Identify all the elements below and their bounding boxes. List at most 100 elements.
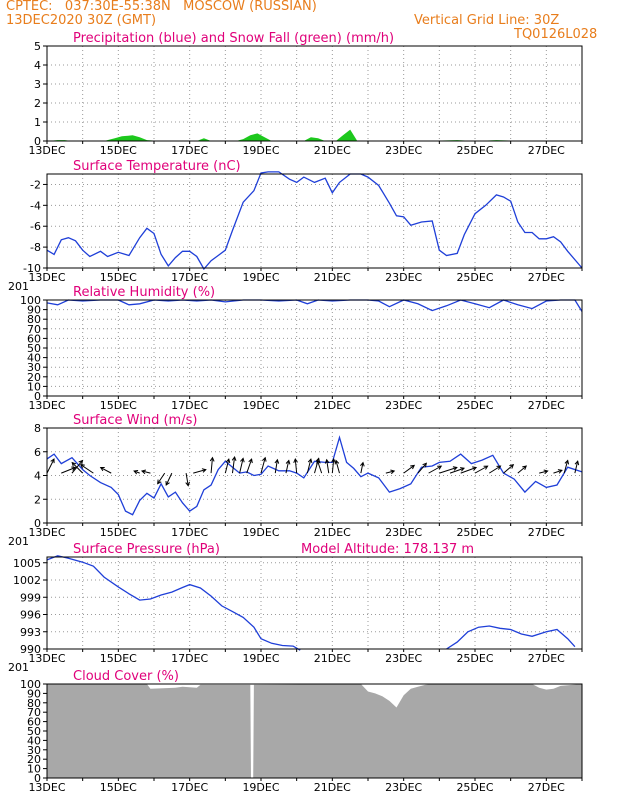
panel-3-xtick-label: 23DEC — [385, 399, 422, 412]
wind-vector — [460, 467, 477, 474]
wind-vector-head — [201, 468, 207, 473]
panel-5-frame — [46, 556, 583, 650]
wind-vector-head — [324, 458, 330, 464]
panel-3-title: Relative Humidity (%) — [73, 285, 215, 300]
panel-6-ytick-label: 0 — [34, 772, 41, 785]
panel-6-cloud-area — [47, 684, 582, 778]
panel-1-snow-area — [47, 129, 582, 141]
panel-3-ytick-label: 70 — [27, 323, 41, 336]
panel-4-ytick-label: 0 — [34, 517, 41, 530]
wind-vector — [316, 460, 323, 474]
wind-vector-head — [564, 459, 570, 465]
panel-5-pressure-line-2 — [446, 625, 576, 650]
wind-vector — [185, 473, 189, 486]
wind-vector — [239, 458, 244, 474]
panel-5-xtick-label: 15DEC — [100, 652, 137, 665]
panel-4-xtick-label: 21DEC — [314, 526, 351, 539]
panel-4-title: Surface Wind (m/s) — [73, 413, 197, 428]
header-station: CPTEC: 037:30E-55:38N MOSCOW (RUSSIAN) — [6, 0, 317, 14]
panel-6-ytick-label: 70 — [27, 706, 41, 719]
panel-1-ytick-label: 4 — [34, 59, 41, 72]
panel-3-ytick-label: 0 — [34, 390, 41, 403]
panel-2-xtick-label: 17DEC — [171, 271, 208, 284]
panel-4-ytick-label: 6 — [34, 446, 41, 459]
wind-vector — [326, 459, 330, 474]
panel-3-ytick-label: 40 — [27, 352, 41, 365]
wind-vector — [574, 461, 579, 474]
wind-vector-head — [574, 460, 580, 466]
wind-vector — [335, 460, 340, 474]
header-date: 13DEC2020 30Z (GMT) — [6, 13, 157, 28]
wind-vector — [71, 462, 84, 474]
wind-vector — [260, 457, 266, 474]
panel-5-xtick-label: 21DEC — [314, 652, 351, 665]
wind-vector-head — [315, 457, 321, 463]
panel-3-ytick-label: 30 — [27, 361, 41, 374]
wind-vector — [385, 470, 395, 474]
panel-4-xtick-label: 25DEC — [456, 526, 493, 539]
wind-vector-head — [543, 469, 549, 475]
panel-4-series-line — [46, 435, 583, 516]
wind-vector-head — [422, 462, 427, 468]
panel-1-xtick-label: 23DEC — [385, 144, 422, 157]
wind-vector-head — [496, 465, 502, 470]
wind-vector — [165, 472, 173, 486]
panel-3-ytick-label: 60 — [27, 332, 41, 345]
wind-vector — [449, 467, 465, 474]
panel-4-ytick-label: 2 — [34, 493, 41, 506]
panel-5-ytick-label: 996 — [20, 609, 41, 622]
wind-vector-head — [293, 458, 298, 463]
panel-6-xtick-label: 13DEC — [28, 781, 65, 794]
panel-5-year-fragment: 201 — [8, 661, 29, 674]
panel-5-xtick-label: 23DEC — [385, 652, 422, 665]
panel-1-ytick-label: 0 — [34, 135, 41, 148]
wind-vector — [563, 460, 569, 474]
wind-vector-head — [133, 470, 139, 475]
wind-vector — [100, 467, 112, 474]
panel-6-ytick-label: 60 — [27, 716, 41, 729]
wind-vector-head — [285, 459, 291, 465]
panel-6-title: Cloud Cover (%) — [73, 669, 179, 684]
wind-vector-head — [483, 465, 489, 470]
panel-5-xtick-label: 25DEC — [456, 652, 493, 665]
wind-vector — [360, 462, 364, 474]
wind-vector-head — [316, 459, 321, 465]
wind-vector — [331, 459, 335, 474]
panel-4-xtick-label: 17DEC — [171, 526, 208, 539]
panel-5-ytick-label: 1005 — [13, 557, 41, 570]
panel-5-ytick-label: 999 — [20, 591, 41, 604]
panel-2-ytick-label: -10 — [23, 262, 41, 275]
panel-5-subtitle: Model Altitude: 178.137 m — [301, 542, 474, 557]
wind-vector-head — [274, 458, 280, 464]
wind-vector — [210, 457, 213, 474]
wind-vector-head — [71, 466, 77, 471]
wind-vector-head — [307, 458, 313, 464]
panel-6-ytick-label: 10 — [27, 763, 41, 776]
panel-2-xtick-label: 25DEC — [456, 271, 493, 284]
panel-2-frame — [46, 173, 583, 269]
wind-vector-head — [410, 464, 416, 470]
panel-2-xtick-label: 23DEC — [385, 271, 422, 284]
panel-1-ytick-label: 3 — [34, 78, 41, 91]
panel-1-xtick-label: 21DEC — [314, 144, 351, 157]
panel-2-xtick-label: 21DEC — [314, 271, 351, 284]
panel-5-xtick-label: 27DEC — [528, 652, 565, 665]
panel-2-xtick-label: 13DEC — [28, 271, 65, 284]
panel-6-xtick-label: 23DEC — [385, 781, 422, 794]
wind-vector — [71, 460, 83, 474]
panel-4-xtick-label: 23DEC — [385, 526, 422, 539]
panel-1-frame — [46, 45, 583, 142]
panel-6-ytick-label: 50 — [27, 725, 41, 738]
wind-vector-head — [460, 467, 465, 472]
panel-3-xtick-label: 25DEC — [456, 399, 493, 412]
wind-vector-head — [99, 467, 105, 472]
panel-6-xtick-label: 17DEC — [171, 781, 208, 794]
wind-vector-head — [140, 469, 147, 475]
panel-3-ytick-label: 80 — [27, 313, 41, 326]
wind-vector — [274, 459, 278, 474]
panel-5-xtick-label: 17DEC — [171, 652, 208, 665]
wind-vector-head — [522, 465, 528, 470]
wind-vector — [46, 458, 55, 474]
wind-vector — [417, 462, 427, 474]
panel-1-xtick-label: 13DEC — [28, 144, 65, 157]
